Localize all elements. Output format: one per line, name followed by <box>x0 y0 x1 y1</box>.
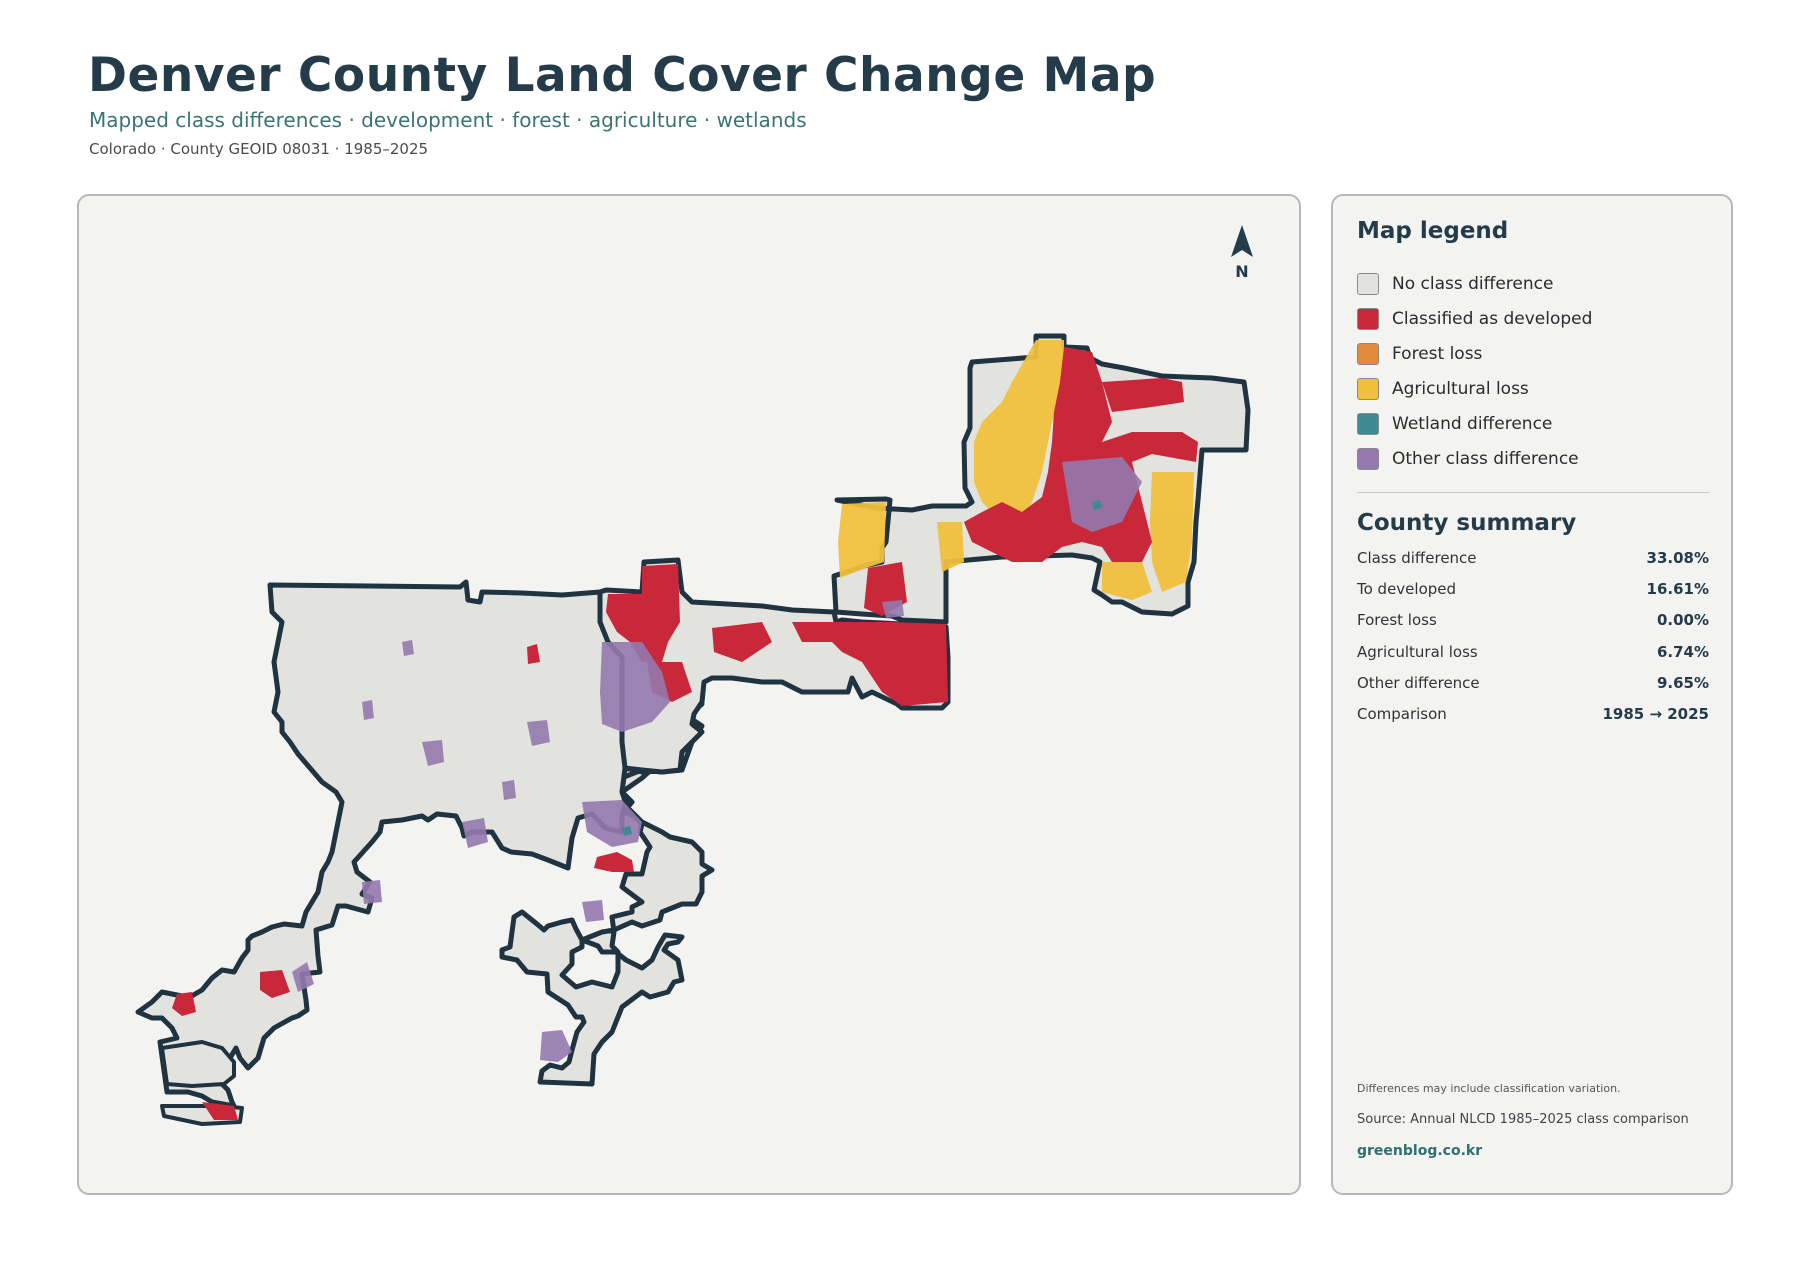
summary-table: Class difference 33.08% To developed 16.… <box>1357 542 1709 730</box>
page-title: Denver County Land Cover Change Map <box>88 48 1157 103</box>
summary-row: Comparison 1985 → 2025 <box>1357 698 1709 729</box>
legend-item: Agricultural loss <box>1357 371 1717 406</box>
summary-label: To developed <box>1357 579 1457 598</box>
summary-label: Comparison <box>1357 705 1447 724</box>
summary-value: 16.61% <box>1646 579 1709 598</box>
summary-row: Other difference 9.65% <box>1357 667 1709 698</box>
summary-value: 0.00% <box>1656 611 1709 630</box>
legend-swatch <box>1357 412 1379 435</box>
classification-note: Differences may include classification v… <box>1357 1082 1621 1095</box>
summary-row: To developed 16.61% <box>1357 573 1709 604</box>
source-text: Source: Annual NLCD 1985–2025 class comp… <box>1357 1112 1689 1127</box>
county-region-southwest-fragment <box>160 1040 236 1088</box>
summary-row: Class difference 33.08% <box>1357 542 1709 573</box>
summary-value: 9.65% <box>1656 673 1709 692</box>
legend-label: No class difference <box>1392 273 1554 294</box>
summary-label: Forest loss <box>1357 611 1437 630</box>
legend-label: Forest loss <box>1392 343 1483 364</box>
legend-list: No class difference Classified as develo… <box>1357 266 1717 476</box>
county-map[interactable] <box>79 196 1301 1195</box>
legend-label: Agricultural loss <box>1392 378 1529 399</box>
legend-swatch <box>1357 272 1379 295</box>
legend-item: Wetland difference <box>1357 406 1717 441</box>
legend-swatch <box>1357 307 1379 330</box>
summary-label: Class difference <box>1357 548 1477 567</box>
legend-title: Map legend <box>1357 218 1509 244</box>
legend-item: No class difference <box>1357 266 1717 301</box>
legend-swatch <box>1357 377 1379 400</box>
summary-label: Agricultural loss <box>1357 642 1478 661</box>
summary-title: County summary <box>1357 510 1577 536</box>
legend-label: Other class difference <box>1392 448 1579 469</box>
legend-label: Classified as developed <box>1392 308 1593 329</box>
legend-swatch <box>1357 342 1379 365</box>
legend-item: Other class difference <box>1357 441 1717 476</box>
summary-row: Forest loss 0.00% <box>1357 605 1709 636</box>
summary-row: Agricultural loss 6.74% <box>1357 636 1709 667</box>
legend-item: Forest loss <box>1357 336 1717 371</box>
wetland-difference-areas <box>622 500 1102 836</box>
legend-swatch <box>1357 447 1379 470</box>
site-link[interactable]: greenblog.co.kr <box>1357 1143 1483 1159</box>
summary-value: 33.08% <box>1646 548 1709 567</box>
north-label: N <box>1235 262 1249 281</box>
page-subtitle: Mapped class differences · development ·… <box>89 108 807 132</box>
side-panel: Map legend No class difference Classifie… <box>1331 194 1733 1195</box>
map-panel[interactable] <box>77 194 1301 1195</box>
legend-item: Classified as developed <box>1357 301 1717 336</box>
panel-divider <box>1357 492 1709 493</box>
north-arrow-icon <box>1231 225 1253 257</box>
county-region-central <box>597 557 951 775</box>
page-meta: Colorado · County GEOID 08031 · 1985–202… <box>89 140 429 158</box>
legend-label: Wetland difference <box>1392 413 1553 434</box>
summary-value: 6.74% <box>1656 642 1709 661</box>
developed-areas <box>172 347 1198 1120</box>
summary-value: 1985 → 2025 <box>1602 705 1709 724</box>
summary-label: Other difference <box>1357 673 1480 692</box>
